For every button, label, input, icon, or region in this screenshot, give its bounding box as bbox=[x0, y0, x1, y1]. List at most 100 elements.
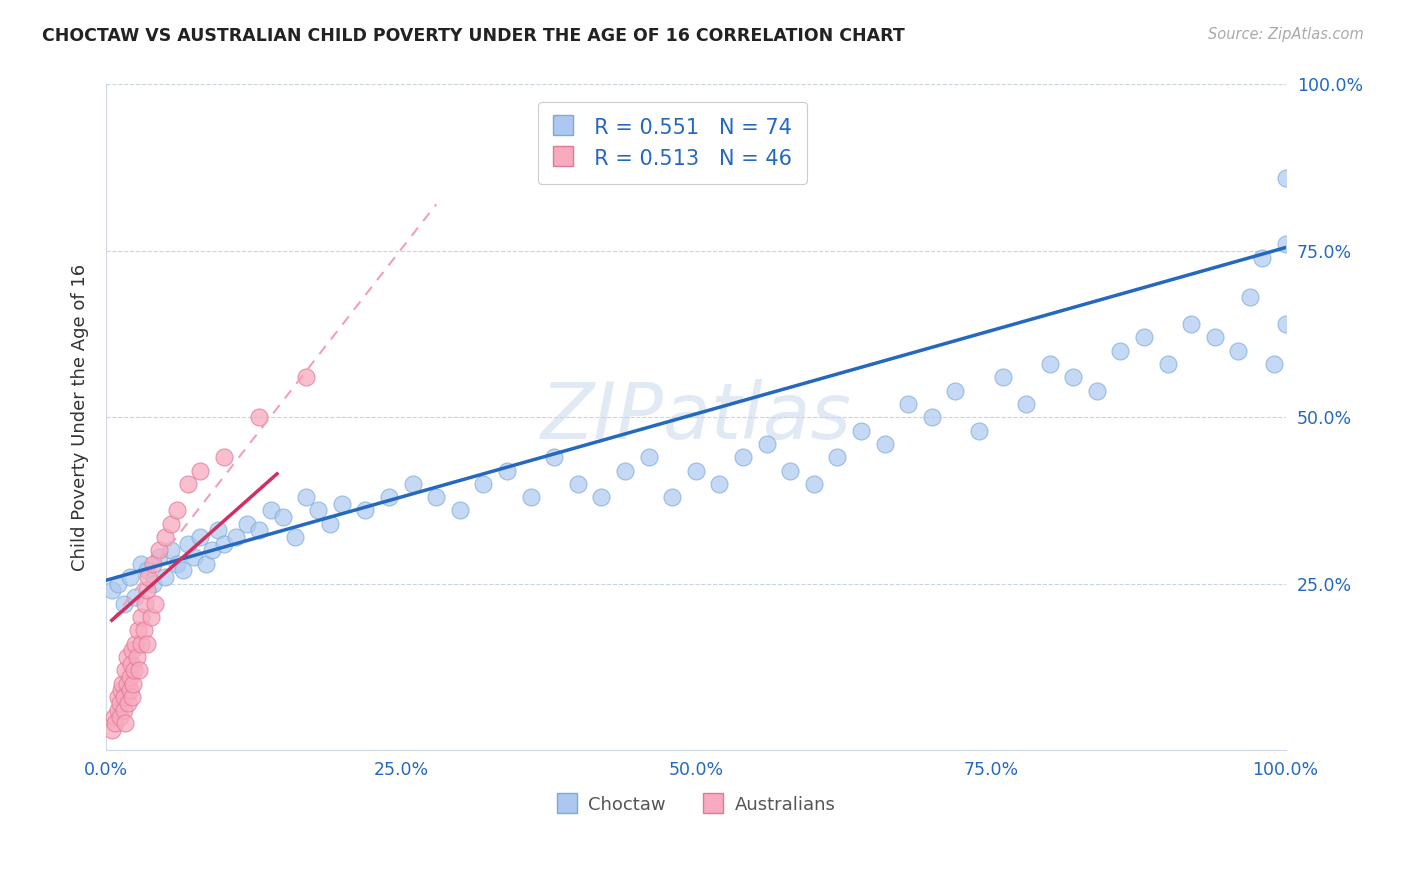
Point bbox=[107, 690, 129, 704]
Point bbox=[212, 450, 235, 465]
Point bbox=[188, 463, 211, 477]
Point bbox=[591, 490, 613, 504]
Point bbox=[114, 716, 136, 731]
Point bbox=[827, 450, 849, 465]
Point bbox=[1039, 357, 1062, 371]
Point bbox=[943, 384, 966, 398]
Point bbox=[142, 576, 165, 591]
Point bbox=[873, 437, 896, 451]
Point bbox=[319, 516, 342, 531]
Point bbox=[128, 663, 150, 677]
Point bbox=[236, 516, 259, 531]
Point bbox=[1274, 170, 1296, 185]
Point bbox=[103, 710, 125, 724]
Point bbox=[124, 590, 146, 604]
Point bbox=[110, 683, 132, 698]
Point bbox=[661, 490, 683, 504]
Point bbox=[449, 503, 471, 517]
Point bbox=[132, 624, 155, 638]
Point bbox=[803, 476, 825, 491]
Point bbox=[472, 476, 495, 491]
Point bbox=[125, 649, 148, 664]
Point bbox=[183, 549, 205, 564]
Point bbox=[120, 657, 142, 671]
Point bbox=[153, 530, 176, 544]
Point bbox=[121, 690, 143, 704]
Point bbox=[991, 370, 1014, 384]
Point bbox=[354, 503, 377, 517]
Point bbox=[1180, 317, 1202, 331]
Point bbox=[1015, 397, 1038, 411]
Point bbox=[921, 410, 943, 425]
Point bbox=[247, 524, 270, 538]
Point bbox=[967, 424, 990, 438]
Point bbox=[849, 424, 872, 438]
Point bbox=[111, 676, 134, 690]
Point bbox=[1204, 330, 1226, 344]
Point bbox=[136, 637, 159, 651]
Point bbox=[112, 703, 135, 717]
Point bbox=[201, 543, 224, 558]
Point bbox=[519, 490, 541, 504]
Point bbox=[177, 537, 200, 551]
Point bbox=[118, 570, 141, 584]
Point bbox=[148, 543, 170, 558]
Point bbox=[107, 576, 129, 591]
Point bbox=[637, 450, 659, 465]
Point bbox=[330, 497, 353, 511]
Point bbox=[115, 649, 138, 664]
Point bbox=[1156, 357, 1178, 371]
Point bbox=[177, 476, 200, 491]
Point bbox=[134, 597, 156, 611]
Y-axis label: Child Poverty Under the Age of 16: Child Poverty Under the Age of 16 bbox=[72, 264, 89, 571]
Point bbox=[225, 530, 247, 544]
Point bbox=[166, 557, 188, 571]
Point bbox=[127, 624, 149, 638]
Point bbox=[138, 570, 160, 584]
Point bbox=[114, 663, 136, 677]
Point bbox=[295, 370, 318, 384]
Point bbox=[148, 549, 170, 564]
Point bbox=[709, 476, 731, 491]
Point bbox=[1251, 251, 1274, 265]
Point bbox=[685, 463, 707, 477]
Point bbox=[271, 510, 294, 524]
Text: Source: ZipAtlas.com: Source: ZipAtlas.com bbox=[1208, 27, 1364, 42]
Point bbox=[425, 490, 447, 504]
Legend: Choctaw, Australians: Choctaw, Australians bbox=[548, 789, 842, 821]
Point bbox=[1227, 343, 1250, 358]
Point bbox=[1274, 317, 1296, 331]
Point bbox=[129, 557, 152, 571]
Point bbox=[247, 410, 270, 425]
Point bbox=[142, 557, 165, 571]
Point bbox=[129, 637, 152, 651]
Point bbox=[121, 643, 143, 657]
Point bbox=[118, 683, 141, 698]
Text: ZIPatlas: ZIPatlas bbox=[540, 379, 851, 455]
Point bbox=[112, 597, 135, 611]
Point bbox=[779, 463, 801, 477]
Point bbox=[307, 503, 329, 517]
Point bbox=[115, 676, 138, 690]
Point bbox=[567, 476, 589, 491]
Text: CHOCTAW VS AUSTRALIAN CHILD POVERTY UNDER THE AGE OF 16 CORRELATION CHART: CHOCTAW VS AUSTRALIAN CHILD POVERTY UNDE… bbox=[42, 27, 905, 45]
Point bbox=[159, 543, 181, 558]
Point bbox=[614, 463, 637, 477]
Point bbox=[897, 397, 920, 411]
Point bbox=[107, 703, 129, 717]
Point bbox=[1263, 357, 1285, 371]
Point bbox=[118, 670, 141, 684]
Point bbox=[284, 530, 307, 544]
Point bbox=[101, 723, 124, 738]
Point bbox=[1062, 370, 1084, 384]
Point bbox=[104, 716, 127, 731]
Point bbox=[108, 697, 131, 711]
Point bbox=[112, 690, 135, 704]
Point bbox=[1109, 343, 1132, 358]
Point bbox=[188, 530, 211, 544]
Point bbox=[207, 524, 229, 538]
Point bbox=[1274, 237, 1296, 252]
Point bbox=[212, 537, 235, 551]
Point bbox=[543, 450, 565, 465]
Point bbox=[401, 476, 423, 491]
